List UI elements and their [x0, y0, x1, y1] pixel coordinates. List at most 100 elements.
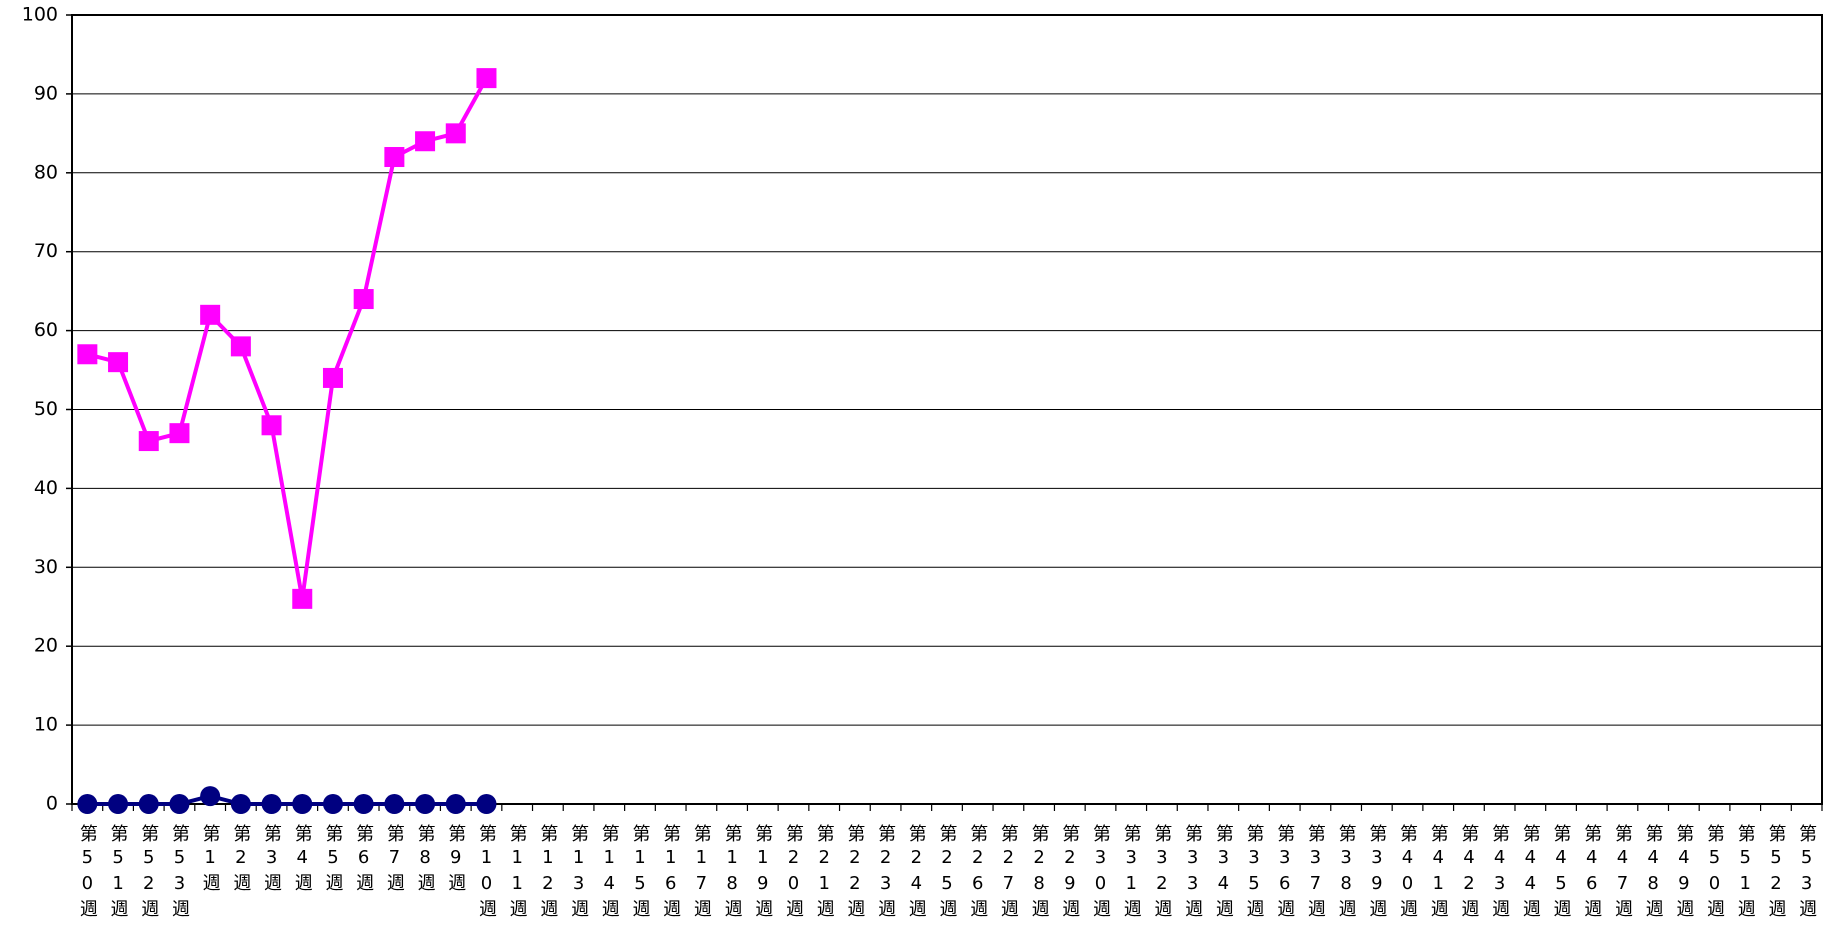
x-tick-label: 第17週: [691, 824, 712, 922]
y-tick-label: 40: [34, 477, 58, 499]
x-tick-label: 第13週: [568, 824, 589, 922]
x-tick-label: 第8週: [415, 824, 436, 896]
x-tick-label: 第11週: [507, 824, 528, 922]
marker: [353, 794, 374, 814]
marker: [230, 794, 251, 814]
x-tick-label: 第20週: [783, 824, 804, 922]
marker: [169, 794, 190, 814]
x-tick-label: 第50週: [77, 824, 98, 922]
x-tick-label: 第51週: [108, 824, 129, 922]
x-tick-label: 第51週: [1735, 824, 1756, 922]
x-tick-label: 第27週: [998, 824, 1019, 922]
marker: [415, 131, 436, 152]
marker: [261, 415, 282, 436]
x-tick-label: 第16週: [660, 824, 681, 922]
x-tick-label: 第19週: [752, 824, 773, 922]
x-tick-label: 第53週: [169, 824, 190, 922]
marker: [261, 794, 282, 814]
marker: [108, 794, 129, 814]
marker: [292, 794, 313, 814]
x-tick-label: 第2週: [230, 824, 251, 896]
x-tick-label: 第18週: [722, 824, 743, 922]
marker: [353, 289, 374, 310]
x-tick-label: 第36週: [1274, 824, 1295, 922]
marker: [476, 68, 497, 89]
x-tick-label: 第9週: [445, 824, 466, 896]
marker: [77, 794, 98, 814]
y-tick-label: 30: [34, 556, 58, 578]
marker: [384, 147, 405, 168]
x-tick-label: 第15週: [629, 824, 650, 922]
marker: [322, 367, 343, 388]
plot-border: [71, 14, 1823, 805]
y-tick-label: 0: [46, 793, 58, 815]
x-tick-label: 第22週: [844, 824, 865, 922]
x-tick-label: 第31週: [1121, 824, 1142, 922]
marker: [169, 423, 190, 444]
x-tick-label: 第25週: [937, 824, 958, 922]
x-tick-label: 第34週: [1213, 824, 1234, 922]
marker: [322, 794, 343, 814]
x-tick-label: 第4週: [292, 824, 313, 896]
y-tick-label: 70: [34, 240, 58, 262]
x-tick-label: 第14週: [599, 824, 620, 922]
x-tick-label: 第52週: [138, 824, 159, 922]
x-tick-label: 第47週: [1612, 824, 1633, 922]
x-tick-label: 第40週: [1397, 824, 1418, 922]
x-tick-label: 第43週: [1489, 824, 1510, 922]
x-tick-label: 第6週: [353, 824, 374, 896]
x-tick-label: 第29週: [1059, 824, 1080, 922]
marker: [200, 304, 221, 325]
y-tick-label: 10: [34, 714, 58, 736]
marker: [445, 123, 466, 144]
x-tick-label: 第1週: [200, 824, 221, 896]
x-tick-label: 第12週: [537, 824, 558, 922]
y-tick-label: 60: [34, 319, 58, 341]
x-tick-label: 第23週: [875, 824, 896, 922]
x-tick-label: 第24週: [906, 824, 927, 922]
x-tick-label: 第26週: [967, 824, 988, 922]
marker: [292, 588, 313, 609]
y-tick-label: 20: [34, 635, 58, 657]
x-tick-label: 第42週: [1458, 824, 1479, 922]
x-tick-label: 第49週: [1673, 824, 1694, 922]
series-line: [86, 77, 489, 600]
x-tick-label: 第33週: [1182, 824, 1203, 922]
x-tick-label: 第53週: [1796, 824, 1817, 922]
marker: [415, 794, 436, 814]
y-tick-label: 80: [34, 161, 58, 183]
marker: [77, 344, 98, 365]
y-tick-label: 50: [34, 398, 58, 420]
x-tick-label: 第5週: [322, 824, 343, 896]
marker: [108, 352, 129, 373]
x-tick-label: 第32週: [1151, 824, 1172, 922]
x-tick-label: 第48週: [1643, 824, 1664, 922]
x-tick-label: 第10週: [476, 824, 497, 922]
y-tick-label: 90: [34, 82, 58, 104]
y-tick-label: 100: [22, 4, 58, 26]
marker: [445, 794, 466, 814]
marker: [230, 336, 251, 357]
x-tick-label: 第46週: [1581, 824, 1602, 922]
x-tick-label: 第50週: [1704, 824, 1725, 922]
x-tick-label: 第21週: [814, 824, 835, 922]
x-tick-label: 第3週: [261, 824, 282, 896]
marker: [384, 794, 405, 814]
x-tick-label: 第52週: [1765, 824, 1786, 922]
x-tick-label: 第7週: [384, 824, 405, 896]
x-tick-label: 第41週: [1428, 824, 1449, 922]
marker: [138, 794, 159, 814]
x-tick-label: 第45週: [1551, 824, 1572, 922]
x-tick-label: 第37週: [1305, 824, 1326, 922]
x-tick-label: 第35週: [1244, 824, 1265, 922]
x-tick-label: 第39週: [1366, 824, 1387, 922]
x-tick-label: 第44週: [1520, 824, 1541, 922]
x-tick-label: 第30週: [1090, 824, 1111, 922]
marker: [138, 431, 159, 452]
marker: [476, 794, 497, 814]
x-tick-label: 第28週: [1029, 824, 1050, 922]
marker: [200, 786, 221, 807]
x-tick-label: 第38週: [1336, 824, 1357, 922]
